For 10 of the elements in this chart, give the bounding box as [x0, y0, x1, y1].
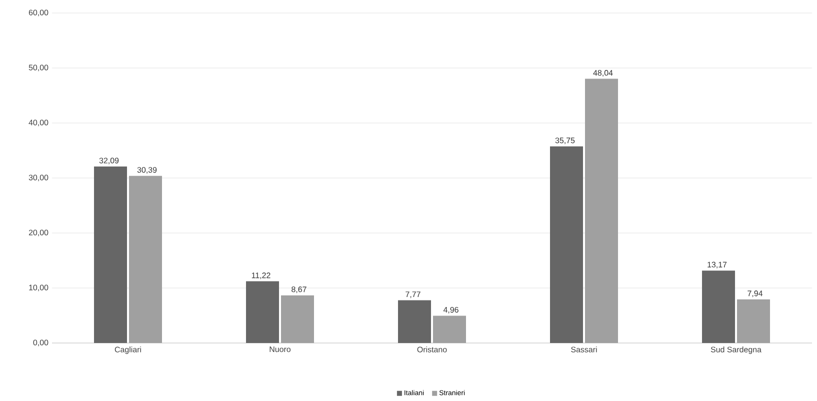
bar	[550, 146, 584, 343]
bar	[433, 316, 466, 343]
bar	[737, 299, 770, 343]
bar	[128, 176, 162, 343]
bar	[281, 295, 314, 343]
bar	[702, 270, 736, 343]
bar	[94, 166, 128, 343]
bar	[585, 78, 618, 343]
bar	[398, 300, 432, 343]
bar	[246, 281, 280, 343]
